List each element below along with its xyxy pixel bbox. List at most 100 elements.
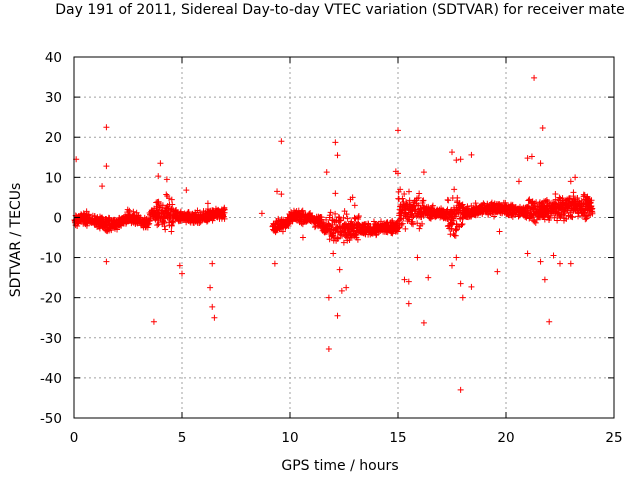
tick-labels: 0 5 10 15 20 25 40 30 20 10 0 -10 -20 -30 -40 -50 (40, 50, 623, 446)
data-point (399, 195, 406, 202)
data-point (154, 222, 161, 229)
data-point (323, 169, 330, 176)
data-points (71, 74, 596, 393)
data-point (429, 202, 436, 209)
data-point (524, 250, 531, 257)
data-point (176, 262, 183, 269)
data-point (589, 210, 596, 217)
data-point (274, 188, 281, 195)
data-point (336, 266, 343, 273)
data-point (453, 226, 460, 233)
data-point (419, 220, 426, 227)
y-tick-label: -40 (40, 371, 62, 387)
data-point (204, 200, 211, 207)
data-point (410, 221, 417, 228)
chart-title: Day 191 of 2011, Sidereal Day-to-day VTE… (55, 2, 625, 18)
x-tick-label: 10 (281, 430, 298, 446)
data-point (311, 224, 318, 231)
data-point (299, 234, 306, 241)
data-point (209, 260, 216, 267)
data-point (559, 195, 566, 202)
data-point (528, 153, 535, 160)
data-point (566, 209, 573, 216)
data-point (416, 190, 423, 197)
plot-frame (73, 56, 615, 419)
x-tick-label: 20 (497, 430, 514, 446)
data-point (445, 197, 452, 204)
data-point (532, 219, 539, 226)
data-point (354, 236, 361, 243)
y-axis-label: SDTVAR / TECUs (8, 183, 24, 298)
data-point (355, 213, 362, 220)
data-point (108, 227, 115, 234)
data-point (395, 127, 401, 134)
data-point (209, 303, 216, 310)
data-point (453, 157, 460, 164)
data-point (163, 191, 170, 198)
data-point (355, 214, 362, 221)
data-point (533, 216, 540, 223)
data-point (169, 218, 176, 225)
data-point (339, 232, 346, 239)
data-point (398, 221, 405, 228)
data-point (163, 176, 170, 183)
data-point (557, 214, 564, 221)
data-point (567, 260, 574, 267)
data-point (162, 226, 169, 233)
data-point (326, 212, 333, 219)
data-point (425, 274, 432, 281)
data-point (332, 190, 339, 197)
data-point (539, 124, 546, 131)
data-point (496, 228, 503, 235)
data-point (531, 74, 538, 81)
data-point (401, 191, 408, 198)
grid-lines (74, 57, 614, 418)
data-point (566, 195, 573, 202)
data-point (412, 206, 419, 213)
data-point (334, 152, 341, 159)
x-tick-label: 5 (178, 430, 187, 446)
data-point (572, 174, 579, 181)
data-point (452, 227, 459, 234)
y-tick-label: 30 (45, 90, 62, 106)
data-point (580, 191, 587, 198)
data-point (450, 217, 457, 224)
data-point (323, 216, 330, 223)
data-point (103, 258, 110, 265)
y-tick-label: 0 (53, 210, 62, 226)
data-point (552, 190, 559, 197)
data-point (537, 258, 544, 265)
data-point (524, 155, 531, 162)
data-point (414, 220, 421, 227)
y-tick-label: 20 (45, 130, 62, 146)
data-point (340, 214, 347, 221)
data-point (551, 214, 558, 221)
data-point (258, 210, 265, 217)
data-point (326, 236, 333, 243)
data-point (211, 314, 218, 321)
data-point (449, 262, 455, 269)
data-point (537, 160, 544, 167)
y-tick-label: -20 (40, 291, 62, 307)
data-point (344, 215, 351, 222)
data-point (103, 124, 110, 131)
data-point (221, 215, 228, 222)
data-point (451, 186, 458, 193)
data-point (343, 211, 350, 218)
data-point (402, 225, 409, 232)
data-point (420, 197, 427, 204)
data-point (416, 225, 423, 232)
data-point (405, 300, 412, 307)
data-point (557, 260, 563, 267)
data-point (491, 213, 498, 220)
data-point (457, 156, 464, 163)
axis-ticks (73, 56, 615, 419)
data-point (453, 254, 460, 261)
data-point (515, 178, 522, 185)
data-point (332, 139, 339, 146)
data-point (494, 268, 501, 275)
data-point (278, 191, 285, 198)
data-point (325, 294, 332, 301)
data-point (457, 280, 464, 287)
y-tick-label: -50 (40, 411, 62, 427)
